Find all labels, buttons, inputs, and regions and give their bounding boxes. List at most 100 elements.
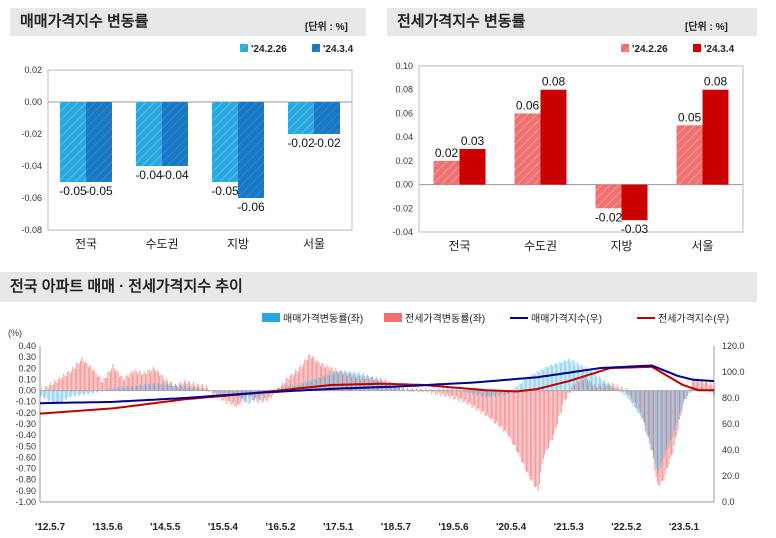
sale-change-bar	[631, 390, 632, 404]
sale-change-bar	[206, 389, 207, 391]
sale-change-bar	[217, 390, 219, 395]
jeonse-change-bar	[190, 385, 192, 391]
sale-change-bar	[71, 390, 73, 397]
sale-change-bar	[586, 367, 587, 391]
x-tick-label: 지방	[227, 237, 249, 251]
jeonse-change-bar	[139, 370, 141, 391]
y-tick-label: -0.04	[392, 227, 413, 237]
sale-change-bar	[632, 390, 634, 407]
right-y-tick-label: 120.0	[722, 341, 745, 351]
sale-change-bar	[561, 363, 562, 391]
x-tick-label: '18.5.7	[381, 522, 412, 533]
sale-change-bar	[107, 388, 109, 391]
sale-change-bar	[472, 390, 473, 395]
bar	[621, 184, 648, 221]
jeonse-change-bar	[478, 390, 479, 409]
sale-change-bar	[597, 377, 599, 391]
sale-change-bar	[661, 390, 662, 463]
left-y-tick-label: 0.00	[18, 386, 36, 396]
sale-change-bar	[116, 386, 118, 391]
data-label: -0.05	[59, 184, 87, 198]
jeonse-change-bar	[124, 379, 126, 391]
jeonse-change-bar	[172, 386, 173, 391]
sale-change-bar	[93, 390, 95, 394]
jeonse-change-bar	[699, 382, 701, 391]
jeonse-change-bar	[527, 390, 529, 472]
sale-change-bar	[167, 384, 168, 391]
sale-change-bar	[186, 388, 188, 391]
bar	[702, 89, 729, 185]
sale-change-bar	[490, 390, 491, 398]
jeonse-change-bar	[292, 375, 294, 391]
sale-change-bar	[115, 389, 117, 391]
jeonse-change-bar	[615, 386, 617, 391]
sale-change-bar	[618, 390, 620, 392]
jeonse-change-bar	[73, 368, 75, 391]
jeonse-change-bar	[568, 390, 570, 393]
jeonse-change-bar	[182, 383, 184, 391]
data-label: -0.04	[161, 168, 189, 182]
jeonse-change-bar	[408, 389, 409, 391]
sale-change-bar	[593, 373, 595, 391]
jeonse-change-bar	[128, 377, 129, 391]
y-tick-label: 0.10	[395, 61, 413, 71]
jeonse-change-bar	[187, 381, 189, 391]
sale-change-bar	[128, 388, 130, 391]
jeonse-change-bar	[466, 390, 468, 404]
sale-unit-label: [단위 : %]	[305, 22, 348, 33]
jeonse-change-bar	[431, 390, 433, 395]
sale-change-bar	[42, 390, 44, 399]
legend-swatch	[693, 44, 701, 52]
sale-change-bar	[669, 390, 670, 446]
jeonse-change-bar	[353, 373, 355, 391]
sale-change-bar	[678, 390, 679, 420]
jeonse-change-bar	[520, 390, 522, 463]
x-tick-label: 수도권	[524, 239, 557, 253]
sale-change-bar	[665, 390, 666, 454]
sale-change-bar	[146, 385, 148, 391]
x-tick-label: '19.5.6	[438, 522, 469, 533]
sale-change-bar	[429, 388, 430, 391]
sale-change-bar	[379, 379, 381, 391]
sale-change-chart: 0.020.00-0.02-0.04-0.06-0.08-0.05-0.05전국…	[21, 44, 354, 251]
jeonse-change-bar	[432, 390, 434, 393]
sale-change-bar	[344, 369, 346, 391]
left-y-tick-label: -0.40	[15, 430, 36, 440]
jeonse-change-bar	[446, 390, 448, 394]
jeonse-change-bar	[483, 390, 485, 412]
jeonse-change-bar	[619, 389, 621, 391]
sale-change-bar	[212, 390, 214, 393]
jeonse-change-bar	[295, 369, 297, 391]
jeonse-change-bar	[238, 390, 240, 404]
sale-change-bar	[141, 386, 143, 391]
jeonse-change-bar	[489, 390, 491, 421]
sale-change-bar	[354, 371, 355, 391]
jeonse-change-bar	[207, 387, 208, 391]
jeonse-change-bar	[312, 357, 313, 391]
jeonse-change-bar	[695, 380, 697, 391]
sale-change-bar	[427, 390, 429, 392]
sale-change-bar	[140, 384, 141, 391]
jeonse-change-bar	[49, 384, 50, 391]
sale-change-bar	[170, 384, 171, 391]
sale-change-bar	[70, 390, 71, 399]
sale-change-bar	[133, 386, 135, 391]
sale-change-bar	[96, 390, 97, 392]
jeonse-change-bar	[443, 390, 444, 393]
jeonse-change-bar	[352, 375, 354, 391]
jeonse-change-bar	[147, 370, 149, 391]
jeonse-change-bar	[216, 390, 218, 397]
jeonse-change-bar	[492, 390, 494, 420]
jeonse-change-bar	[126, 375, 128, 391]
jeonse-change-bar	[264, 390, 266, 399]
jeonse-change-bar	[287, 378, 289, 391]
jeonse-change-bar	[339, 370, 341, 391]
sale-change-bar	[540, 369, 542, 391]
sale-change-bar	[709, 390, 710, 393]
jeonse-change-bar	[309, 353, 311, 391]
jeonse-change-bar	[373, 380, 374, 391]
jeonse-index-line	[39, 365, 714, 415]
sale-change-bar	[689, 390, 691, 393]
sale-change-bar	[692, 388, 693, 391]
right-y-tick-label: 100.0	[722, 367, 745, 377]
